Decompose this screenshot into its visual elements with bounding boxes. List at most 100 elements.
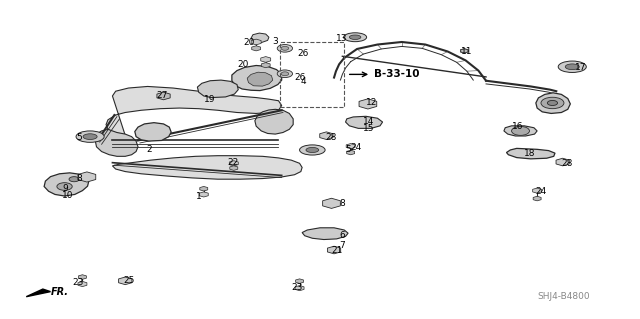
Polygon shape (536, 93, 570, 114)
Polygon shape (302, 228, 348, 240)
Text: 28: 28 (561, 159, 573, 168)
Polygon shape (78, 172, 96, 182)
Text: 9: 9 (62, 184, 68, 193)
Text: 24: 24 (351, 143, 362, 152)
Polygon shape (251, 39, 261, 45)
Text: 16: 16 (511, 122, 523, 131)
Polygon shape (346, 116, 383, 128)
Text: 24: 24 (536, 187, 547, 197)
Polygon shape (533, 196, 541, 201)
Text: 5: 5 (346, 145, 351, 154)
Text: SHJ4-B4800: SHJ4-B4800 (537, 292, 589, 301)
Polygon shape (78, 281, 87, 286)
Text: 6: 6 (339, 231, 345, 240)
Polygon shape (532, 188, 541, 193)
Text: B-33-10: B-33-10 (374, 69, 420, 79)
Polygon shape (328, 246, 340, 254)
Polygon shape (261, 63, 270, 68)
Text: 5: 5 (76, 133, 82, 142)
Text: 12: 12 (366, 98, 378, 107)
Ellipse shape (76, 131, 104, 142)
Polygon shape (95, 129, 138, 156)
Polygon shape (159, 93, 168, 99)
Text: 20: 20 (237, 60, 248, 69)
Circle shape (69, 177, 79, 182)
Text: 28: 28 (325, 133, 337, 142)
Polygon shape (230, 166, 238, 170)
Circle shape (281, 72, 289, 76)
Text: 14: 14 (364, 117, 375, 126)
Bar (280, 42, 344, 107)
Text: 21: 21 (332, 246, 343, 255)
Ellipse shape (306, 147, 319, 152)
Polygon shape (106, 86, 282, 135)
Polygon shape (260, 56, 271, 62)
Text: 17: 17 (575, 63, 587, 72)
Text: FR.: FR. (51, 287, 68, 297)
Circle shape (511, 126, 529, 135)
Polygon shape (26, 289, 51, 297)
Circle shape (277, 70, 292, 78)
Ellipse shape (558, 61, 586, 72)
Ellipse shape (83, 134, 97, 139)
Text: 2: 2 (147, 145, 152, 154)
Polygon shape (251, 33, 269, 43)
Polygon shape (79, 275, 86, 279)
Text: 7: 7 (339, 241, 345, 250)
Polygon shape (506, 148, 555, 159)
Circle shape (541, 97, 564, 109)
Polygon shape (347, 150, 355, 155)
Polygon shape (252, 46, 260, 51)
Polygon shape (197, 80, 238, 98)
Polygon shape (200, 186, 208, 191)
Polygon shape (199, 192, 208, 197)
Text: 13: 13 (336, 34, 348, 43)
Polygon shape (118, 277, 132, 285)
Ellipse shape (300, 145, 325, 155)
Text: 10: 10 (62, 191, 74, 200)
Circle shape (547, 100, 557, 106)
Circle shape (277, 45, 292, 52)
Polygon shape (330, 248, 338, 252)
Polygon shape (232, 65, 282, 91)
Text: 3: 3 (272, 38, 278, 47)
Circle shape (281, 47, 289, 50)
Polygon shape (359, 99, 377, 109)
Text: 27: 27 (157, 92, 168, 100)
Text: 22: 22 (227, 158, 239, 167)
Polygon shape (44, 173, 89, 196)
Polygon shape (113, 156, 302, 179)
Circle shape (57, 183, 72, 190)
Text: 23: 23 (72, 278, 84, 287)
Text: 11: 11 (461, 47, 472, 56)
Text: 25: 25 (124, 276, 134, 285)
Polygon shape (229, 161, 238, 166)
Polygon shape (460, 48, 468, 53)
Ellipse shape (344, 33, 367, 42)
Polygon shape (296, 279, 303, 284)
Text: 26: 26 (298, 48, 309, 58)
Polygon shape (556, 158, 570, 166)
Polygon shape (330, 248, 339, 253)
Text: 19: 19 (204, 95, 215, 104)
Polygon shape (323, 198, 340, 208)
Text: 20: 20 (243, 38, 255, 48)
Ellipse shape (349, 35, 361, 40)
Polygon shape (247, 72, 273, 86)
Ellipse shape (565, 64, 579, 70)
Text: 23: 23 (291, 283, 303, 292)
Polygon shape (159, 93, 168, 99)
Text: 15: 15 (364, 124, 375, 133)
Polygon shape (320, 132, 333, 139)
Text: 26: 26 (294, 73, 306, 82)
Polygon shape (157, 92, 170, 100)
Text: 8: 8 (339, 199, 345, 208)
Text: 1: 1 (196, 191, 202, 201)
Polygon shape (504, 126, 537, 136)
Polygon shape (255, 109, 293, 134)
Polygon shape (135, 123, 172, 141)
Polygon shape (346, 144, 355, 149)
Polygon shape (295, 286, 304, 291)
Text: 4: 4 (301, 77, 307, 86)
Text: 18: 18 (524, 149, 536, 158)
